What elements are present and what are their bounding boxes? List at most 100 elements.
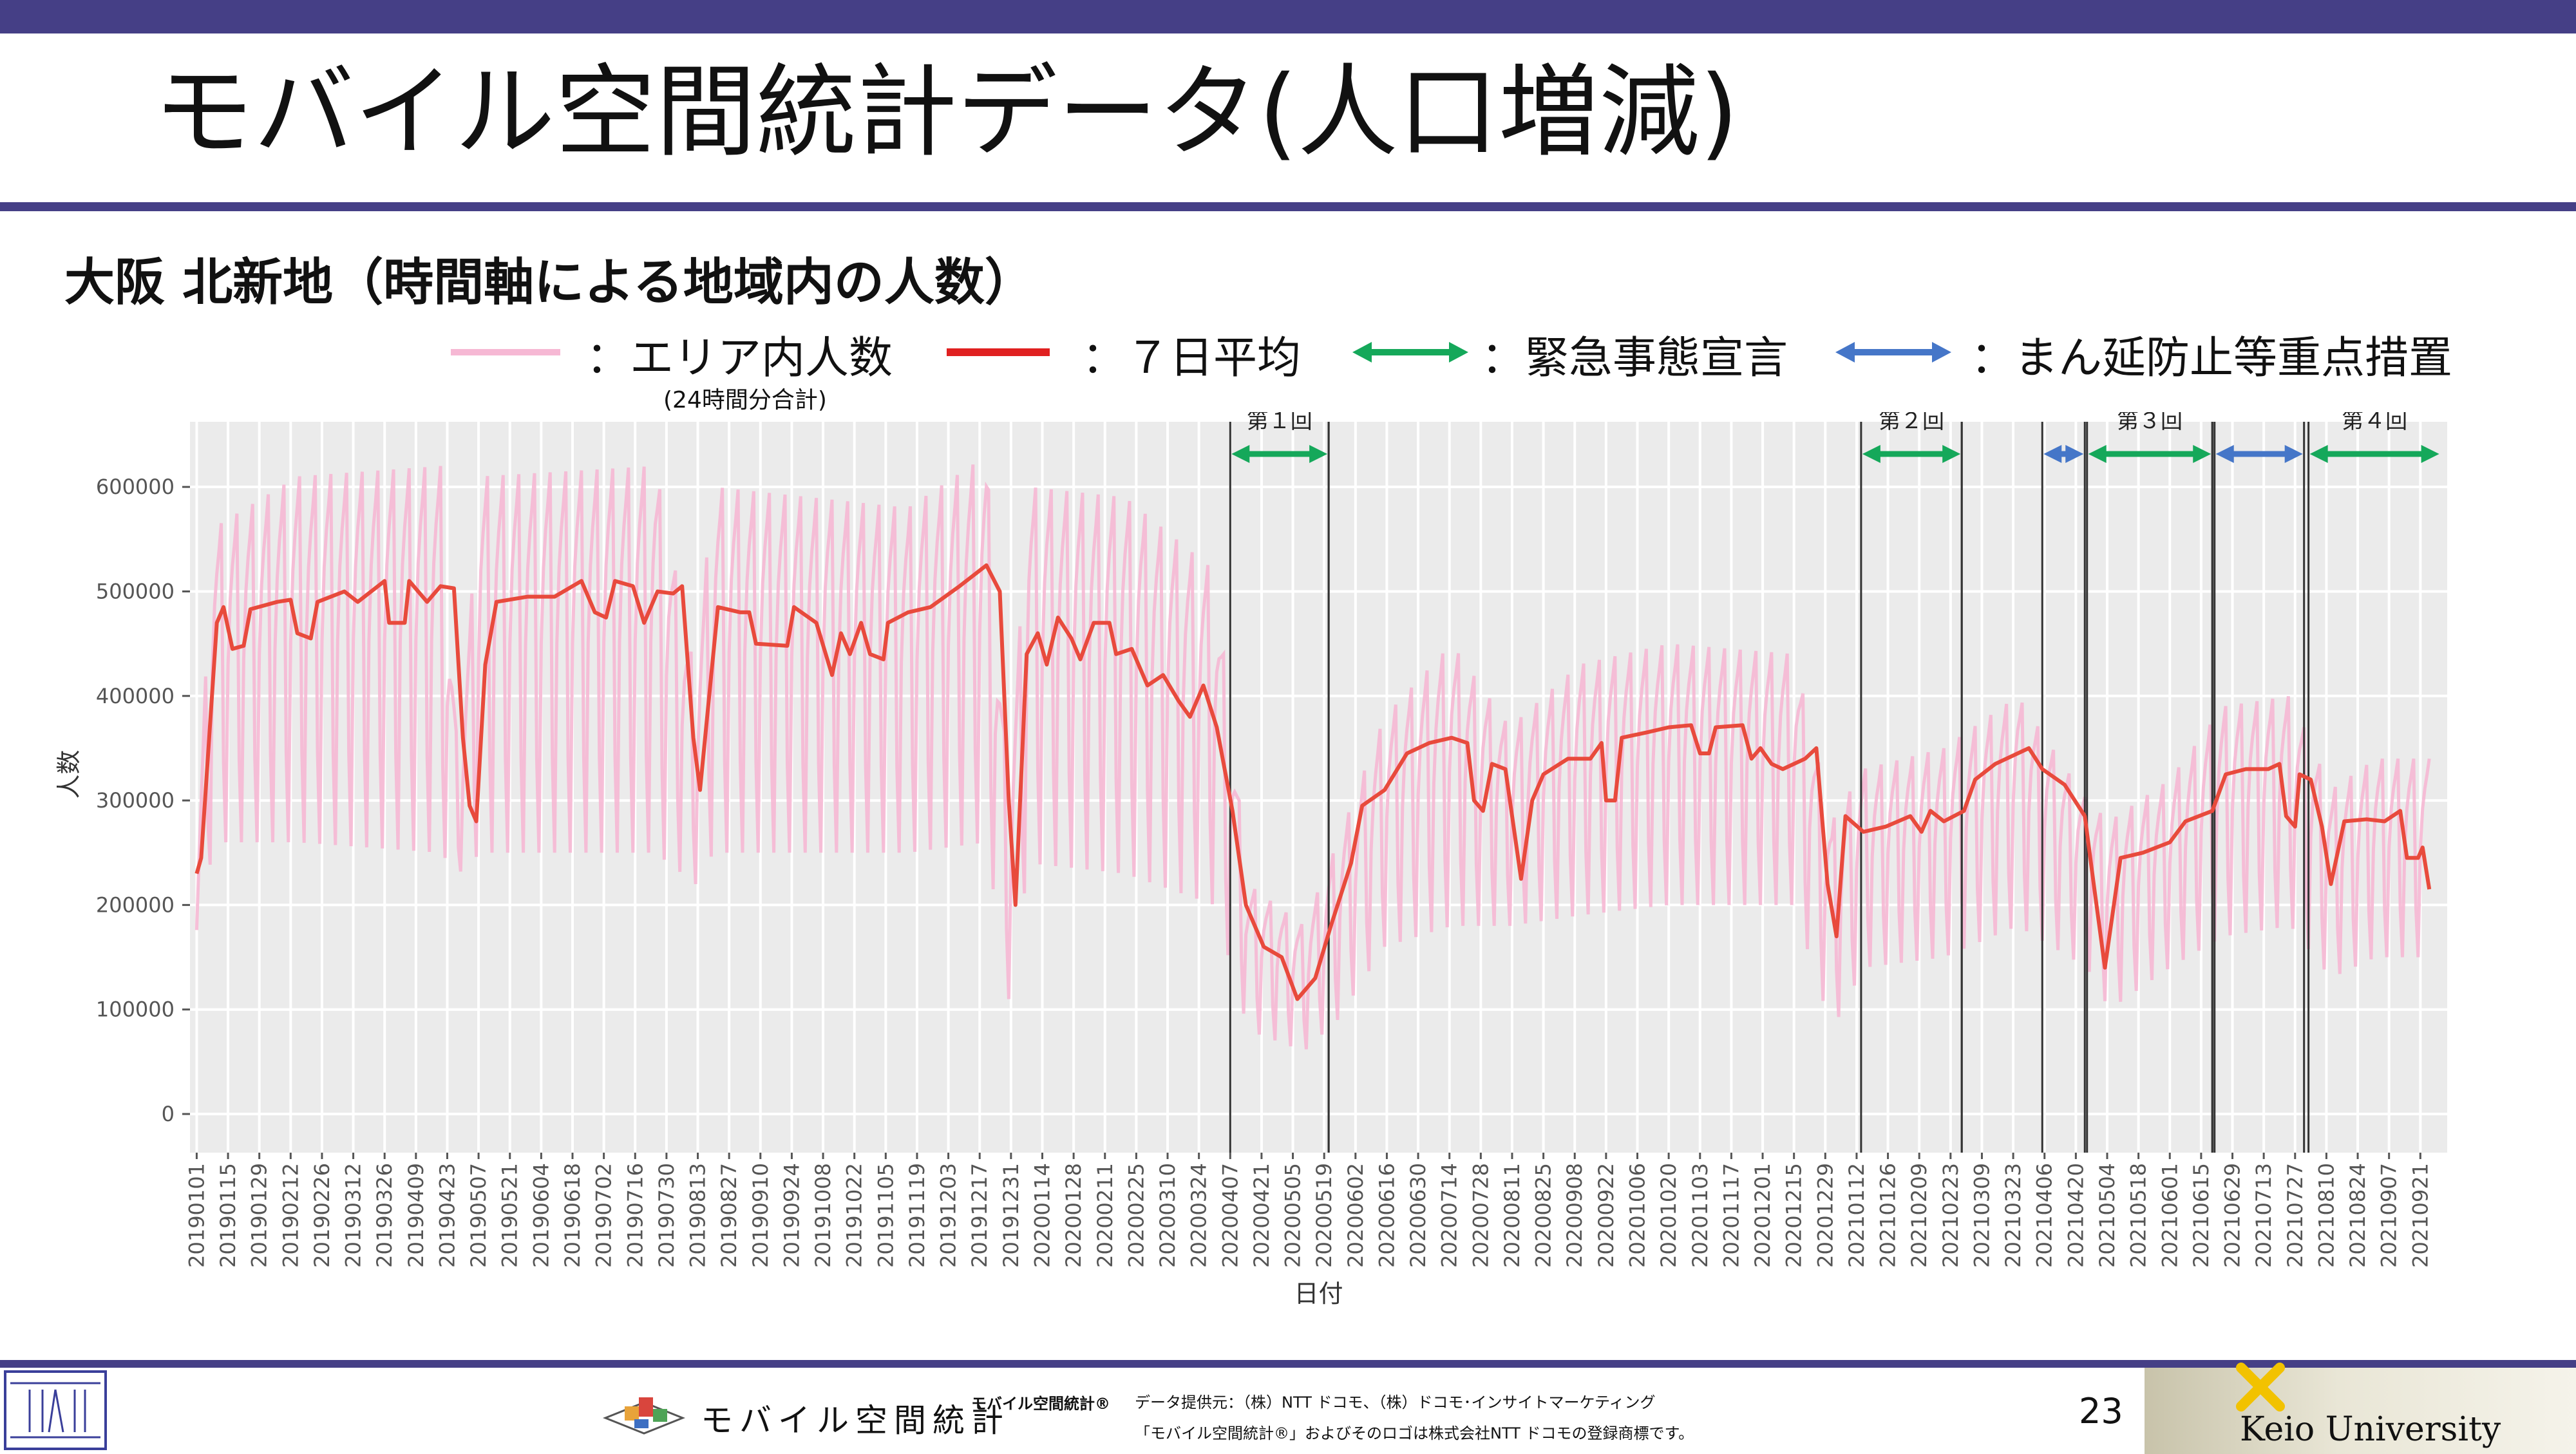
x-tick-label: 20190101	[184, 1163, 209, 1268]
x-tick-label: 20191105	[873, 1163, 898, 1268]
x-tick-label: 20200811	[1500, 1163, 1524, 1268]
x-tick-label: 20200922	[1594, 1163, 1618, 1268]
x-tick-label: 20190716	[623, 1163, 647, 1268]
x-tick-label: 20210420	[2063, 1163, 2088, 1268]
y-axis-label: 人数	[55, 750, 83, 798]
legend-semi-arrow	[1835, 342, 1951, 363]
x-tick-label: 20191008	[811, 1163, 835, 1268]
x-tick-label: 20200728	[1468, 1163, 1493, 1268]
x-tick-label: 20200407	[1218, 1163, 1242, 1268]
university-name: Keio University	[2240, 1410, 2501, 1449]
x-tick-label: 20190813	[686, 1163, 710, 1268]
x-tick-label: 20201215	[1782, 1163, 1806, 1268]
legend-area-note: (24時間分合計)	[663, 387, 827, 413]
x-tick-label: 20210921	[2408, 1163, 2432, 1268]
x-tick-label: 20191231	[999, 1163, 1023, 1268]
footer-trademark: モバイル空間統計®	[971, 1395, 1110, 1413]
x-tick-label: 20210504	[2095, 1163, 2119, 1268]
x-tick-label: 20210323	[2001, 1163, 2025, 1268]
x-tick-label: 20210309	[1969, 1163, 1994, 1268]
period-arrow	[2215, 445, 2303, 463]
x-tick-label: 20200128	[1061, 1163, 1086, 1268]
x-tick-label: 20190604	[529, 1163, 553, 1268]
series-area-daily	[194, 464, 2431, 1050]
x-tick-label: 20200505	[1281, 1163, 1305, 1268]
x-tick-label: 20210112	[1844, 1163, 1869, 1268]
x-tick-label: 20200825	[1531, 1163, 1556, 1268]
x-tick-label: 20190521	[498, 1163, 522, 1268]
x-tick-label: 20190423	[435, 1163, 459, 1268]
x-tick-label: 20190326	[372, 1163, 397, 1268]
y-tick-label: 300000	[96, 788, 175, 813]
x-tick-label: 20190702	[592, 1163, 616, 1268]
x-tick-label: 20200211	[1093, 1163, 1117, 1268]
period-arrow	[2088, 445, 2211, 463]
x-tick-label: 20190409	[404, 1163, 428, 1268]
footer-brand-label: モバイル空間統計	[701, 1402, 1010, 1439]
legend-emergency-arrow	[1352, 342, 1468, 363]
x-tick-label: 20201229	[1813, 1163, 1837, 1268]
legend-semi-label: ：まん延防止等重点措置	[1971, 333, 2453, 384]
x-tick-label: 20191203	[936, 1163, 961, 1268]
x-tick-label: 20190910	[748, 1163, 773, 1268]
footer-divider	[0, 1360, 2576, 1368]
lab-logo-icon	[4, 1370, 107, 1450]
x-tick-label: 20210629	[2221, 1163, 2245, 1268]
x-tick-label: 20210518	[2126, 1163, 2151, 1268]
period-label: 第３回	[2117, 412, 2183, 434]
x-tick-label: 20210615	[2189, 1163, 2213, 1268]
y-tick-label: 400000	[96, 684, 175, 708]
period-arrow	[1231, 445, 1328, 463]
series-7day-average	[194, 563, 2432, 1001]
x-tick-label: 20201201	[1750, 1163, 1775, 1268]
period-label: 第１回	[1247, 412, 1312, 434]
population-chart: 第１回 第２回 第３回 第４回 0 100000 200000 300000 400000 50…	[55, 412, 2447, 1308]
period-arrow	[2309, 445, 2439, 463]
x-tick-label: 20210406	[2032, 1163, 2057, 1268]
period-label: 第２回	[1879, 412, 1944, 434]
y-tick-label: 200000	[96, 892, 175, 917]
x-tick-label: 20190226	[310, 1163, 334, 1268]
x-tick-label: 20210727	[2283, 1163, 2307, 1268]
x-tick-label: 20190312	[341, 1163, 366, 1268]
top-bar	[0, 0, 2576, 33]
x-tick-label: 20190115	[216, 1163, 240, 1268]
x-tick-label: 20201020	[1656, 1163, 1681, 1268]
x-tick-label: 20200630	[1406, 1163, 1430, 1268]
university-banner	[2145, 1368, 2576, 1454]
x-tick-label: 20200908	[1562, 1163, 1587, 1268]
period-arrow	[1862, 445, 1961, 463]
x-tick-label: 20200225	[1124, 1163, 1148, 1268]
x-tick-label: 20200616	[1374, 1163, 1399, 1268]
x-tick-label: 20200310	[1155, 1163, 1180, 1268]
y-tick-label: 0	[162, 1102, 175, 1126]
x-tick-label: 20201006	[1625, 1163, 1650, 1268]
y-tick-label: 600000	[96, 475, 175, 499]
x-tick-label: 20210713	[2251, 1163, 2276, 1268]
x-tick-label: 20210223	[1938, 1163, 1963, 1268]
x-tick-label: 20210907	[2377, 1163, 2401, 1268]
x-tick-label: 20190212	[278, 1163, 303, 1268]
x-tick-label: 20190730	[654, 1163, 679, 1268]
y-tick-label: 500000	[96, 579, 175, 603]
x-tick-label: 20200421	[1249, 1163, 1274, 1268]
x-tick-label: 20191119	[905, 1163, 929, 1268]
legend-area-label: ：エリア内人数	[586, 333, 893, 384]
x-tick-label: 20190827	[717, 1163, 741, 1268]
x-tick-label: 20191022	[842, 1163, 867, 1268]
period-arrow	[2043, 445, 2084, 463]
x-tick-label: 20201103	[1688, 1163, 1712, 1268]
legend-emergency-label: ：緊急事態宣言	[1481, 333, 1788, 384]
x-tick-label: 20200114	[1030, 1163, 1054, 1268]
x-tick-label: 20191217	[967, 1163, 992, 1268]
x-tick-label: 20210209	[1907, 1163, 1931, 1268]
x-tick-label: 20201117	[1719, 1163, 1743, 1268]
footer-source-line1: データ提供元：（株）NTT ドコモ、（株）ドコモ･インサイトマーケティング	[1135, 1393, 1656, 1412]
x-tick-label: 20210126	[1876, 1163, 1900, 1268]
x-tick-label: 20190618	[560, 1163, 585, 1268]
x-tick-label: 20200324	[1187, 1163, 1211, 1268]
x-axis-label: 日付	[1294, 1279, 1343, 1308]
x-tick-label: 20210824	[2345, 1163, 2370, 1268]
y-tick-label: 100000	[96, 997, 175, 1022]
x-tick-label: 20190507	[466, 1163, 491, 1268]
